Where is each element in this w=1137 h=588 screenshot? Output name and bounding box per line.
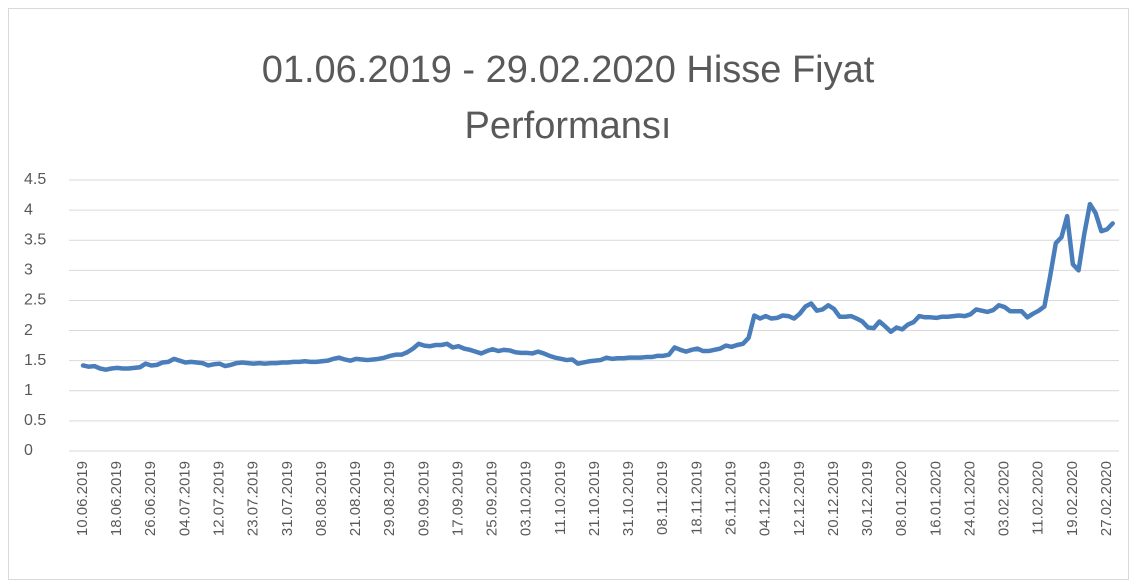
y-tick-label: 0: [24, 442, 33, 459]
y-tick-label: 1.5: [24, 352, 46, 369]
y-tick-label: 4.5: [24, 171, 46, 188]
chart-title: 01.06.2019 - 29.02.2020 Hisse Fiyat Perf…: [261, 49, 875, 147]
x-tick-label: 08.08.2019: [313, 461, 330, 536]
x-tick-label: 21.10.2019: [586, 461, 603, 536]
x-tick-label: 03.02.2020: [996, 461, 1013, 536]
x-tick-label: 19.02.2020: [1064, 461, 1081, 536]
x-tick-label: 31.10.2019: [620, 461, 637, 536]
x-tick-label: 30.12.2019: [859, 461, 876, 536]
x-tick-label: 25.09.2019: [484, 461, 501, 536]
x-tick-label: 18.06.2019: [108, 461, 125, 536]
x-tick-label: 10.06.2019: [74, 461, 91, 536]
x-tick-label: 31.07.2019: [279, 461, 296, 536]
y-tick-label: 1: [24, 382, 33, 399]
y-tick-label: 2.5: [24, 292, 46, 309]
y-tick-label: 3: [24, 262, 33, 279]
x-tick-label: 17.09.2019: [449, 461, 466, 536]
x-tick-label: 09.09.2019: [415, 461, 432, 536]
x-tick-label: 21.08.2019: [347, 461, 364, 536]
y-tick-label: 2: [24, 322, 33, 339]
x-tick-label: 12.07.2019: [211, 461, 228, 536]
x-tick-label: 23.07.2019: [245, 461, 262, 536]
x-tick-label: 18.11.2019: [688, 461, 705, 535]
x-tick-label: 26.11.2019: [723, 461, 740, 535]
y-tick-label: 3.5: [24, 231, 46, 248]
x-tick-label: 27.02.2020: [1098, 461, 1115, 536]
y-tick-label: 4: [24, 201, 33, 218]
x-tick-label: 04.12.2019: [757, 461, 774, 536]
x-tick-label: 20.12.2019: [825, 461, 842, 536]
x-tick-label: 24.01.2020: [961, 461, 978, 536]
chart-border: [8, 8, 1129, 580]
x-tick-label: 29.08.2019: [381, 461, 398, 536]
x-tick-label: 26.06.2019: [142, 461, 159, 536]
y-tick-label: 0.5: [24, 412, 46, 429]
x-tick-label: 11.02.2020: [1030, 461, 1047, 535]
x-tick-label: 12.12.2019: [791, 461, 808, 536]
x-tick-label: 03.10.2019: [518, 461, 535, 536]
x-tick-label: 04.07.2019: [176, 461, 193, 536]
line-series: [80, 201, 1115, 372]
x-tick-label: 08.01.2020: [893, 461, 910, 536]
x-tick-label: 16.01.2020: [927, 461, 944, 536]
x-tick-label: 11.10.2019: [552, 461, 569, 535]
x-tick-label: 08.11.2019: [654, 461, 671, 535]
